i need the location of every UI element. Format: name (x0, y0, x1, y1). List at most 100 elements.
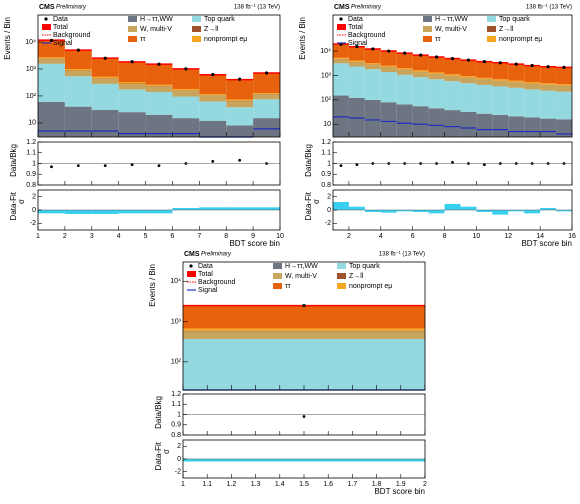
stack-segment (413, 106, 429, 137)
ratio-tick-label: 1.1 (171, 401, 181, 408)
stack-segment (253, 73, 280, 93)
pull-bar (253, 207, 280, 210)
data-point (265, 71, 268, 74)
data-point (77, 48, 80, 51)
data-point (211, 73, 214, 76)
stack-segment (508, 81, 524, 82)
data-point (131, 60, 134, 63)
stack-segment (253, 94, 280, 99)
data-point (403, 52, 406, 55)
data-point (547, 65, 550, 68)
legend-label: H→ττ,WW (140, 16, 173, 23)
legend-label: nonprompt eμ (349, 283, 392, 290)
x-tick-label: 2 (63, 233, 67, 240)
x-tick-label: 4 (117, 233, 121, 240)
stack-segment (492, 81, 508, 86)
pull-bar (445, 204, 461, 210)
legend-label: ττ (285, 283, 291, 290)
stack-segment (397, 70, 413, 75)
pull-tick-label: 0 (327, 207, 331, 214)
stack-segment (253, 99, 280, 118)
stack-segment (429, 57, 445, 72)
legend-label: W, multi-V (140, 26, 172, 33)
stack-segment (38, 57, 65, 58)
ratio-tick-label: 0.9 (171, 422, 181, 429)
stack-segment (381, 102, 397, 137)
pull-axis-label: Data-Fit (304, 191, 313, 220)
stack-segment (460, 83, 476, 112)
legend-label: ττ (140, 36, 146, 43)
stack-segment (226, 107, 253, 125)
legend-label: Signal (53, 40, 73, 47)
stack-segment (119, 62, 146, 82)
x-tick-label: 1.1 (202, 481, 212, 488)
stack-segment (333, 59, 349, 63)
stack-segment (183, 306, 425, 329)
legend-swatch (487, 16, 496, 22)
ratio-axis-label: Data/Bkg (304, 144, 313, 177)
stack-segment (172, 89, 199, 90)
preliminary-label: Preliminary (351, 5, 382, 11)
legend-label: Signal (198, 287, 218, 294)
pull-bar (460, 207, 476, 210)
data-point (184, 67, 187, 70)
ratio-tick-label: 0.8 (171, 432, 181, 439)
stack-segment (199, 102, 226, 121)
ratio-tick-label: 0.9 (26, 171, 36, 178)
legend-data-marker (339, 17, 342, 20)
stack-segment (253, 93, 280, 94)
stack-segment (199, 75, 226, 94)
preliminary-label: Preliminary (201, 252, 232, 258)
ratio-point (340, 164, 343, 167)
legend-swatch (337, 283, 346, 289)
pull-bar (119, 210, 146, 213)
stack-segment (460, 112, 476, 137)
data-point (483, 60, 486, 63)
stack-segment (492, 63, 508, 79)
data-point (302, 304, 305, 307)
stack-segment (199, 94, 226, 95)
ratio-point (158, 164, 161, 167)
stack-segment (65, 76, 92, 106)
legend-data-marker (189, 264, 192, 267)
pull-bar (492, 210, 508, 215)
legend-label: Total (348, 24, 363, 31)
stack-segment (199, 121, 226, 137)
data-point (238, 78, 241, 81)
stack-segment (381, 51, 397, 66)
data-point (467, 59, 470, 62)
stack-segment (38, 59, 65, 64)
legend-label: Signal (348, 40, 368, 47)
stack-segment (65, 71, 92, 76)
legend-total-swatch (42, 24, 51, 30)
preliminary-label: Preliminary (56, 5, 87, 11)
stack-segment (365, 63, 381, 64)
stack-segment (508, 82, 524, 87)
data-point (371, 47, 374, 50)
ratio-tick-label: 1 (177, 411, 181, 418)
x-tick-label: 5 (144, 233, 148, 240)
stack-segment (556, 84, 572, 85)
ratio-point (303, 415, 306, 418)
stack-segment (381, 66, 397, 67)
pull-tick-label: 2 (177, 443, 181, 450)
stack-segment (226, 80, 253, 100)
ratio-tick-label: 1.2 (321, 139, 331, 146)
legend-swatch (337, 273, 346, 279)
stack-segment (365, 100, 381, 137)
y-tick-label: 10² (171, 359, 182, 366)
stack-segment (524, 66, 540, 82)
legend-data-marker (44, 17, 47, 20)
x-tick-label: 1.2 (227, 481, 237, 488)
stack-segment (119, 84, 146, 89)
stack-segment (460, 76, 476, 77)
legend-label: H→ττ,WW (435, 16, 468, 23)
x-tick-label: 6 (170, 233, 174, 240)
stack-segment (460, 78, 476, 83)
stack-segment (397, 75, 413, 105)
legend-swatch (192, 36, 201, 42)
x-tick-label: 1.4 (275, 481, 285, 488)
ratio-point (211, 160, 214, 163)
legend-swatch (128, 36, 137, 42)
